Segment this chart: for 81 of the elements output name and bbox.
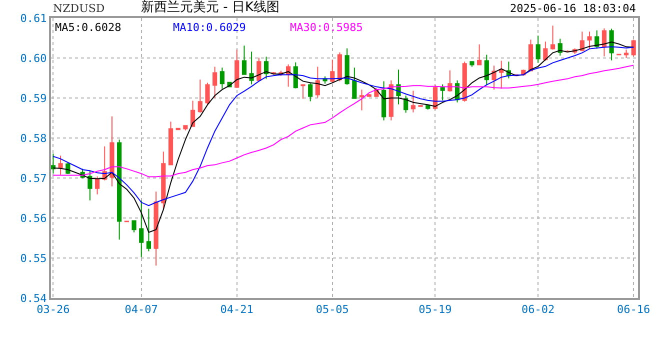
x-tick-label: 06-16 xyxy=(617,303,650,316)
candlestick xyxy=(602,28,607,57)
candlestick xyxy=(139,200,144,258)
candlestick xyxy=(587,31,592,50)
candlestick xyxy=(256,57,262,82)
candlestick xyxy=(198,79,202,114)
candlestick xyxy=(543,41,548,62)
y-tick-label: 0.58 xyxy=(20,132,47,145)
candlestick xyxy=(234,49,240,88)
candlestick xyxy=(190,100,196,127)
candlestick xyxy=(264,56,269,80)
chart-title: 新西兰元美元 - 日K线图 xyxy=(141,0,280,15)
candlestick xyxy=(410,90,416,113)
candlestick xyxy=(558,38,562,56)
candlestick xyxy=(308,82,313,102)
candlestick xyxy=(183,125,188,131)
candlestick xyxy=(359,89,364,111)
x-tick-label: 06-02 xyxy=(522,303,555,316)
candlestick xyxy=(352,67,357,100)
candlestick xyxy=(470,61,474,68)
candlestick xyxy=(440,84,445,101)
candlestick xyxy=(609,28,614,61)
x-tick-label: 04-21 xyxy=(220,303,254,316)
candlestick xyxy=(462,61,467,102)
candlestick xyxy=(550,25,556,50)
candlestick xyxy=(344,48,350,86)
candlestick xyxy=(448,70,452,92)
candlestick xyxy=(161,151,166,210)
candlestick xyxy=(117,139,122,240)
candlestick xyxy=(132,220,136,233)
candlestick xyxy=(528,39,534,72)
text: 2025-06-16 18:03:04 xyxy=(510,2,636,15)
candlestick xyxy=(536,35,540,64)
candlestick xyxy=(315,66,320,98)
y-tick-label: 0.60 xyxy=(20,52,47,65)
candlestick xyxy=(220,67,224,90)
candlestick xyxy=(249,51,254,85)
candlestick xyxy=(242,45,247,75)
candlestick xyxy=(146,208,152,252)
candlestick xyxy=(418,104,423,108)
candlestick xyxy=(388,80,394,121)
candlestick xyxy=(58,155,63,176)
candlestick xyxy=(631,39,636,57)
line-series xyxy=(52,42,634,233)
candlestick xyxy=(624,49,629,58)
text: MA10:0.6029 xyxy=(173,21,246,34)
x-tick-label: 05-05 xyxy=(316,303,349,316)
y-tick-label: 0.55 xyxy=(20,252,47,265)
x-tick-label: 03-26 xyxy=(36,303,70,316)
text: MA5:0.6028 xyxy=(55,21,122,34)
candlestick xyxy=(382,80,386,121)
y-tick-label: 0.57 xyxy=(20,172,47,185)
candlestick xyxy=(205,82,210,105)
candlestick xyxy=(212,66,218,98)
y-tick-label: 0.61 xyxy=(20,12,47,25)
candlestick xyxy=(492,65,496,90)
candlestick xyxy=(594,30,600,50)
candlestick xyxy=(499,60,504,90)
y-tick-label: 0.56 xyxy=(20,212,47,225)
candlestick xyxy=(168,121,174,166)
line-series xyxy=(52,64,634,178)
line-series xyxy=(52,46,634,206)
candlestick xyxy=(477,44,482,66)
candlestick xyxy=(330,59,335,84)
candlestick xyxy=(580,31,584,52)
candlestick xyxy=(94,176,100,195)
x-tick-label: 04-07 xyxy=(124,303,158,316)
text: MA30:0.5985 xyxy=(290,21,363,34)
candlestick xyxy=(404,95,408,114)
text: NZDUSD xyxy=(53,2,105,15)
candlestick xyxy=(337,52,342,82)
y-tick-label: 0.59 xyxy=(20,92,47,105)
candlestick xyxy=(154,191,158,266)
candlestick xyxy=(300,84,306,100)
candlestick xyxy=(286,64,291,88)
candlestick xyxy=(88,170,92,201)
candlestick xyxy=(110,116,114,187)
candlestick xyxy=(484,54,489,86)
y-tick-label: 0.54 xyxy=(20,292,48,305)
candlestick xyxy=(51,153,56,174)
x-tick-label: 05-19 xyxy=(418,303,452,316)
